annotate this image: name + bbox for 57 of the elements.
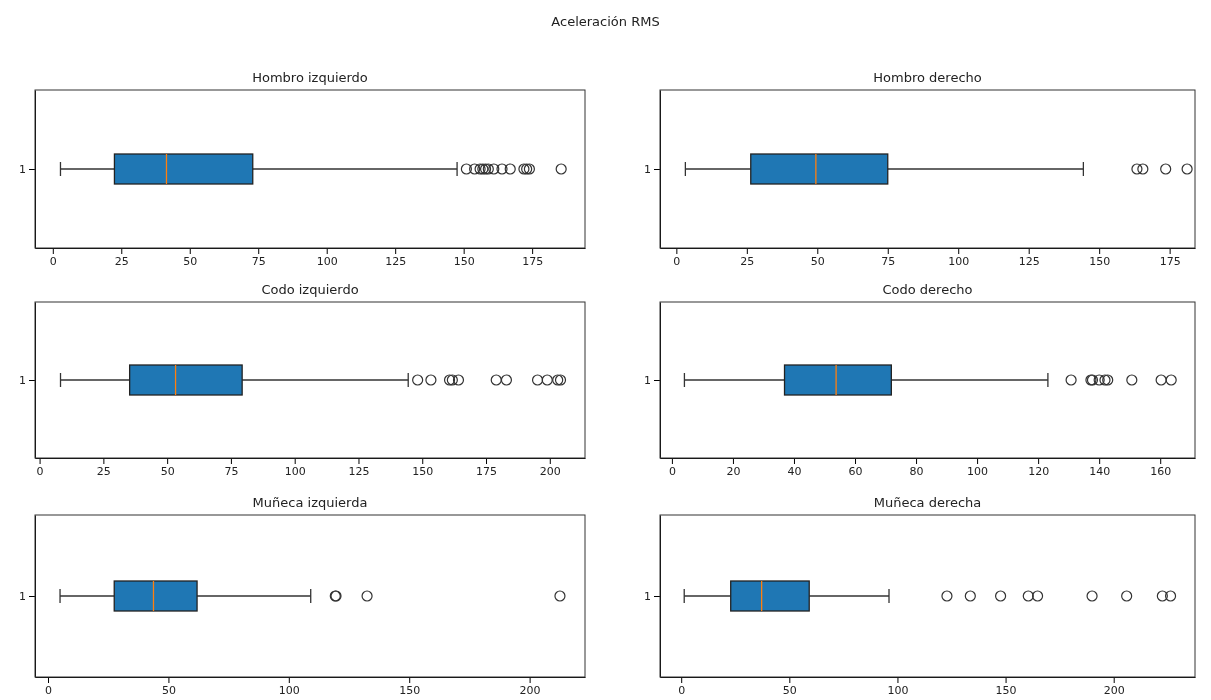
x-tick-label: 75 xyxy=(251,254,266,268)
x-tick-label: 200 xyxy=(1103,683,1125,697)
x-tick-label: 25 xyxy=(740,254,755,268)
x-tick-label: 75 xyxy=(224,464,239,478)
x-tick-label: 100 xyxy=(967,464,989,478)
y-tick-label: 1 xyxy=(19,163,26,177)
x-tick-label: 80 xyxy=(909,464,924,478)
x-tick-label: 100 xyxy=(278,683,300,697)
x-tick-label: 50 xyxy=(183,254,198,268)
y-tick-label: 1 xyxy=(19,590,26,604)
x-tick-label: 25 xyxy=(114,254,129,268)
x-tick-label: 150 xyxy=(1089,254,1111,268)
x-tick-label: 0 xyxy=(36,464,44,478)
x-tick-label: 150 xyxy=(412,464,434,478)
x-tick-label: 50 xyxy=(160,464,175,478)
chart-title: Codo izquierdo xyxy=(261,282,359,297)
x-tick-label: 20 xyxy=(726,464,741,478)
chart-title: Codo derecho xyxy=(882,282,973,297)
x-tick-label: 50 xyxy=(782,683,797,697)
x-tick-label: 175 xyxy=(522,254,544,268)
x-tick-label: 200 xyxy=(519,683,541,697)
x-tick-label: 50 xyxy=(161,683,176,697)
x-tick-label: 100 xyxy=(948,254,970,268)
x-tick-label: 120 xyxy=(1028,464,1050,478)
text: Aceleración RMS xyxy=(551,14,660,29)
x-tick-label: 60 xyxy=(848,464,863,478)
x-tick-label: 0 xyxy=(668,464,676,478)
x-tick-label: 125 xyxy=(1018,254,1040,268)
x-tick-label: 125 xyxy=(348,464,370,478)
chart-title: Muñeca izquierda xyxy=(252,495,368,510)
x-tick-label: 0 xyxy=(49,254,57,268)
x-tick-label: 50 xyxy=(810,254,825,268)
x-tick-label: 40 xyxy=(787,464,802,478)
x-tick-label: 100 xyxy=(284,464,306,478)
x-tick-label: 150 xyxy=(995,683,1017,697)
y-tick-label: 1 xyxy=(644,590,651,604)
y-tick-label: 1 xyxy=(644,163,651,177)
x-tick-label: 175 xyxy=(476,464,498,478)
x-tick-label: 125 xyxy=(385,254,407,268)
x-tick-label: 25 xyxy=(96,464,111,478)
x-tick-label: 0 xyxy=(45,683,52,697)
x-tick-label: 100 xyxy=(887,683,909,697)
chart-title: Hombro derecho xyxy=(873,70,982,85)
x-tick-label: 175 xyxy=(1159,254,1181,268)
chart-title: Hombro izquierdo xyxy=(252,70,368,85)
x-tick-label: 150 xyxy=(399,683,421,697)
x-tick-label: 100 xyxy=(316,254,338,268)
x-tick-label: 75 xyxy=(881,254,896,268)
y-tick-label: 1 xyxy=(19,374,26,388)
chart-title: Muñeca derecha xyxy=(873,495,982,510)
x-tick-label: 200 xyxy=(539,464,561,478)
x-tick-label: 150 xyxy=(453,254,475,268)
y-tick-label: 1 xyxy=(644,374,651,388)
x-tick-label: 160 xyxy=(1150,464,1172,478)
x-tick-label: 0 xyxy=(678,683,686,697)
x-tick-label: 0 xyxy=(673,254,681,268)
x-tick-label: 140 xyxy=(1089,464,1111,478)
